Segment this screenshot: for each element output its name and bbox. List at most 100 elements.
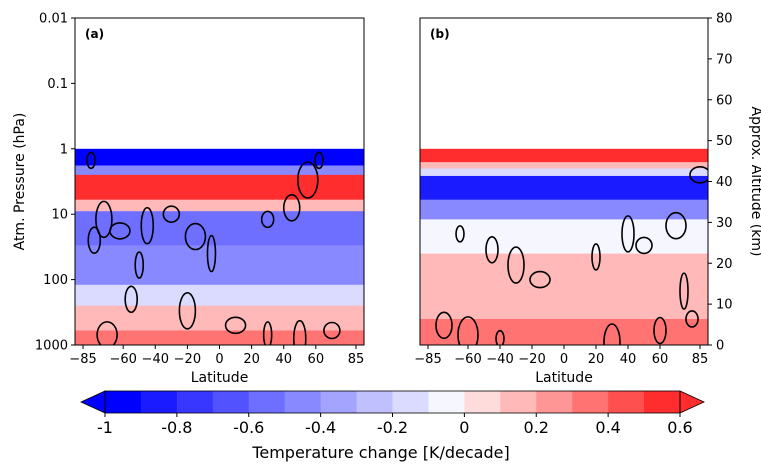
significance-contour — [292, 319, 307, 345]
significance-contour — [603, 323, 621, 345]
colorbar-swatch — [608, 391, 645, 413]
x-tick-label: −60 — [109, 352, 136, 367]
altitude-tick-label: 70 — [716, 52, 733, 67]
significance-contour — [529, 270, 551, 289]
field-band — [75, 330, 364, 345]
panel-a-x-axis: −85 −60 −40 −20 0 20 40 60 85 — [69, 345, 364, 367]
colorbar-label: Temperature change [K/decade] — [251, 443, 509, 462]
altitude-tick-label: 0 — [716, 339, 724, 354]
significance-contour — [314, 151, 324, 170]
colorbar-swatch — [464, 391, 501, 413]
altitude-tick-label: 30 — [716, 216, 733, 231]
panel-a: (a) −85 −60 −40 −20 0 20 40 60 85 0.01 0.1 1 10 100 1… — [12, 12, 365, 386]
altitude-tick-label: 60 — [716, 93, 733, 108]
colorbar-swatch — [392, 391, 429, 413]
field-band — [75, 245, 364, 286]
altitude-tick-label: 50 — [716, 134, 733, 149]
x-tick-label: 60 — [652, 352, 669, 367]
colorbar-tick-label: 0.4 — [595, 418, 620, 437]
colorbar-extend-min — [80, 390, 106, 414]
field-band — [420, 175, 708, 201]
significance-contour — [485, 235, 499, 264]
colorbar-tick-label: -0.8 — [161, 418, 192, 437]
y-tick-label: 100 — [43, 273, 68, 288]
significance-contour — [685, 310, 699, 328]
colorbar-swatch — [140, 391, 178, 413]
panel-b-altitude-axis: 0 10 20 30 40 50 60 70 80 — [708, 12, 733, 354]
significance-contour — [178, 292, 197, 330]
panel-a-y-axis-label: Atm. Pressure (hPa) — [12, 113, 28, 251]
field-band — [420, 168, 708, 177]
significance-contour — [635, 236, 653, 255]
significance-contour — [455, 225, 465, 243]
field-band — [75, 211, 364, 246]
colorbar-tick-label: 0.2 — [524, 418, 549, 437]
colorbar-ticks: -1 -0.8 -0.6 -0.4 -0.2 0 0.2 0.4 0.6 — [97, 413, 693, 437]
colorbar-swatch — [428, 391, 465, 413]
colorbar-extend-max — [679, 390, 705, 414]
field-band — [75, 284, 364, 307]
x-tick-label: 0 — [215, 352, 223, 367]
colorbar-swatch — [320, 391, 358, 413]
panel-b-x-axis-label: Latitude — [535, 370, 593, 386]
field-band — [75, 174, 364, 201]
x-tick-label: 40 — [620, 352, 637, 367]
colorbar-swatch — [536, 391, 573, 413]
significance-contour — [435, 311, 453, 340]
y-tick-label: 10 — [51, 208, 68, 223]
x-tick-label: −40 — [486, 352, 513, 367]
x-tick-label: 85 — [692, 352, 709, 367]
significance-contour — [297, 161, 319, 199]
panel-a-x-axis-label: Latitude — [191, 370, 249, 386]
significance-contour — [96, 321, 118, 345]
colorbar-swatch — [356, 391, 393, 413]
colorbar-swatch — [248, 391, 286, 413]
panel-b-temperature-field — [420, 148, 708, 345]
significance-contour — [95, 200, 113, 239]
panel-a-significance-contours — [86, 151, 341, 345]
x-tick-label: 85 — [348, 352, 365, 367]
significance-contour — [184, 222, 207, 251]
significance-contour — [86, 151, 96, 170]
significance-contour — [140, 206, 155, 245]
colorbar-swatch — [284, 391, 322, 413]
x-tick-label: −85 — [69, 352, 96, 367]
y-tick-label: 0.01 — [39, 12, 68, 27]
y-tick-label: 0.1 — [47, 77, 68, 92]
significance-contour — [109, 222, 131, 240]
x-tick-label: 40 — [275, 352, 292, 367]
x-tick-label: −85 — [414, 352, 441, 367]
significance-contour — [224, 316, 247, 335]
colorbar: -1 -0.8 -0.6 -0.4 -0.2 0 0.2 0.4 0.6 Temperature… — [80, 390, 705, 462]
significance-contour — [507, 246, 525, 284]
panel-b-altitude-axis-label: Approx. Altitude (km) — [748, 107, 761, 257]
significance-contour — [665, 211, 687, 240]
colorbar-swatch — [176, 391, 214, 413]
x-tick-label: 20 — [243, 352, 260, 367]
field-band — [420, 219, 708, 255]
field-band — [420, 148, 708, 163]
significance-contour — [124, 285, 138, 314]
field-band — [75, 199, 364, 212]
significance-contour — [282, 194, 301, 222]
field-band — [420, 162, 708, 169]
significance-contour — [457, 316, 479, 345]
x-tick-label: −60 — [454, 352, 481, 367]
significance-contour — [162, 205, 181, 223]
x-tick-label: −40 — [142, 352, 169, 367]
y-tick-label: 1 — [60, 142, 68, 157]
significance-contour — [689, 166, 708, 184]
significance-contour — [653, 316, 667, 345]
field-band — [75, 165, 364, 176]
significance-contour — [260, 210, 275, 229]
field-band — [420, 279, 708, 320]
significance-contour — [134, 251, 145, 279]
significance-contour — [262, 321, 273, 345]
altitude-tick-label: 40 — [716, 175, 733, 190]
x-tick-label: 20 — [588, 352, 605, 367]
significance-contour — [621, 215, 635, 253]
significance-contour — [495, 329, 505, 345]
significance-contour — [679, 272, 689, 310]
colorbar-swatch — [105, 391, 142, 413]
